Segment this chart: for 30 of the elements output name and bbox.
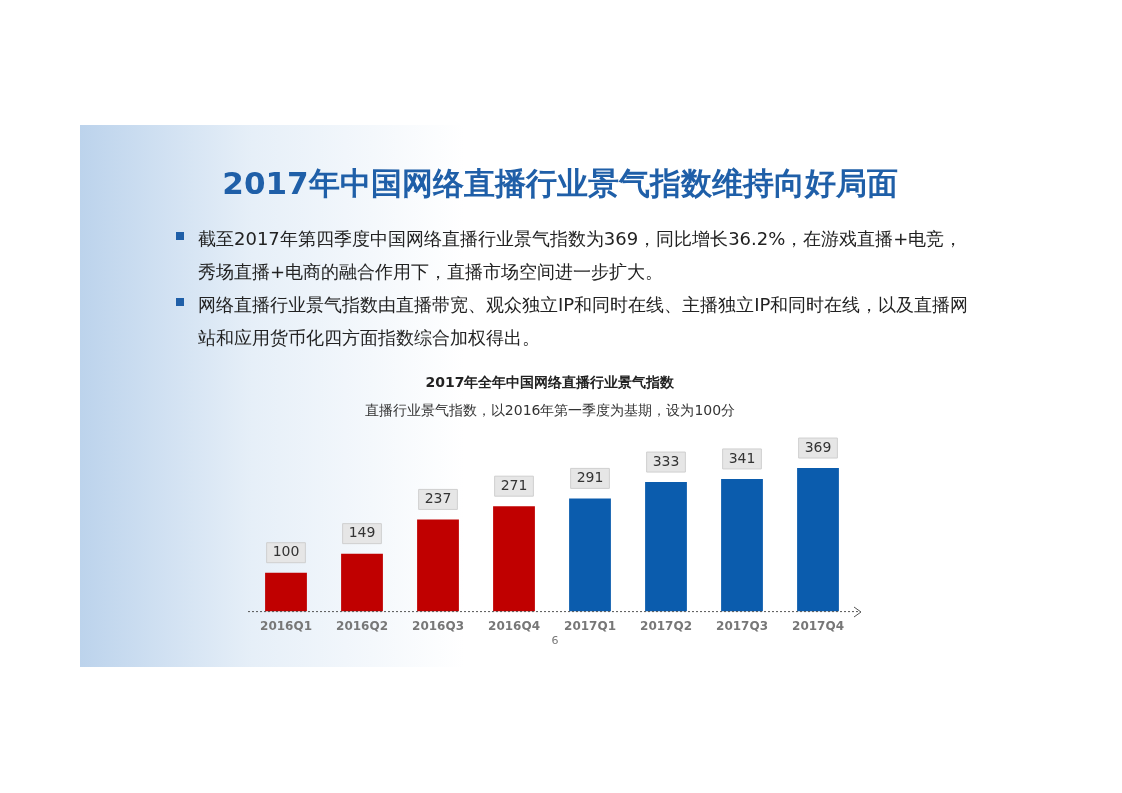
text: 2017年中国网络直播行业景气指数维持向好局面 — [221, 164, 899, 203]
text: 6 — [550, 634, 560, 647]
data-label: 341 — [728, 449, 756, 466]
x-tick-label: 2016Q4 — [488, 618, 540, 633]
bar — [265, 572, 307, 612]
bar — [645, 482, 687, 612]
x-tick-label: 2017Q1 — [564, 618, 616, 633]
data-label: 149 — [348, 524, 376, 541]
bar — [341, 553, 383, 612]
data-label: 237 — [424, 490, 452, 507]
data-label: 369 — [804, 438, 832, 455]
data-label: 100 — [272, 543, 300, 560]
x-tick-label: 2016Q2 — [336, 618, 388, 633]
text: 网络直播行业景气指数由直播带宽、观众独立IP和同时在线、主播独立IP和同时在线，以及直播网站和应用货币化四方面指数综合加权得出。 — [198, 293, 970, 350]
bar — [493, 506, 535, 612]
bar — [721, 478, 763, 612]
text: 截至2017年第四季度中国网络直播行业景气指数为369，同比增长36.2%，在游戏直播+电竞，秀场直播+电商的融合作用下，直播市场空间进一步扩大。 — [198, 227, 964, 284]
x-tick-label: 2017Q3 — [716, 618, 768, 633]
bar — [797, 468, 839, 612]
chart-title: 2017年全年中国网络直播行业景气指数 — [424, 374, 676, 392]
bar — [417, 519, 459, 612]
data-label: 333 — [652, 452, 680, 469]
x-tick-label: 2016Q1 — [260, 618, 312, 633]
data-label: 271 — [500, 476, 528, 493]
chart-subtitle: 直播行业景气指数，以2016年第一季度为基期，设为100分 — [363, 402, 737, 420]
x-tick-label: 2017Q4 — [792, 618, 844, 633]
bar — [569, 498, 611, 612]
x-tick-label: 2016Q3 — [412, 618, 464, 633]
data-label: 291 — [576, 469, 604, 486]
x-tick-label: 2017Q2 — [640, 618, 692, 633]
